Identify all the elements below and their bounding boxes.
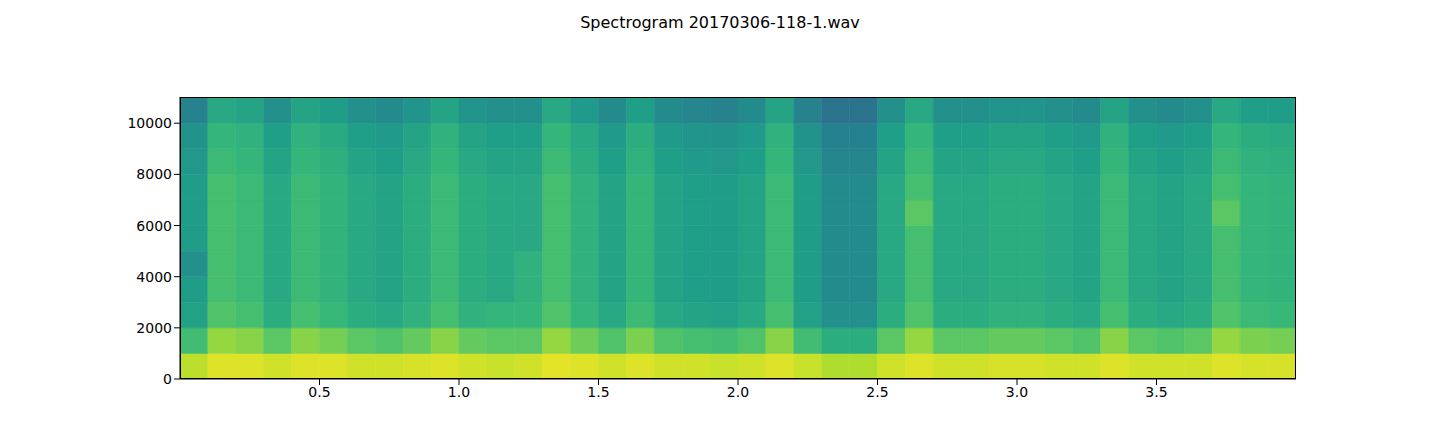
svg-text:2.5: 2.5 [866, 384, 888, 400]
svg-text:10000: 10000 [127, 115, 172, 131]
svg-text:3.0: 3.0 [1006, 384, 1028, 400]
svg-text:1.0: 1.0 [448, 384, 470, 400]
svg-text:0.5: 0.5 [308, 384, 330, 400]
html-text:Spectrogram 20170306-118-1.wav: Spectrogram 20170306-118-1.wav [580, 13, 860, 32]
svg-text:2000: 2000 [136, 320, 172, 336]
svg-text:2.0: 2.0 [727, 384, 749, 400]
svg-text:0: 0 [163, 371, 172, 387]
svg-text:6000: 6000 [136, 218, 172, 234]
svg-text:1.5: 1.5 [587, 384, 609, 400]
svg-text:4000: 4000 [136, 269, 172, 285]
svg-text:3.5: 3.5 [1145, 384, 1167, 400]
svg-text:8000: 8000 [136, 166, 172, 182]
